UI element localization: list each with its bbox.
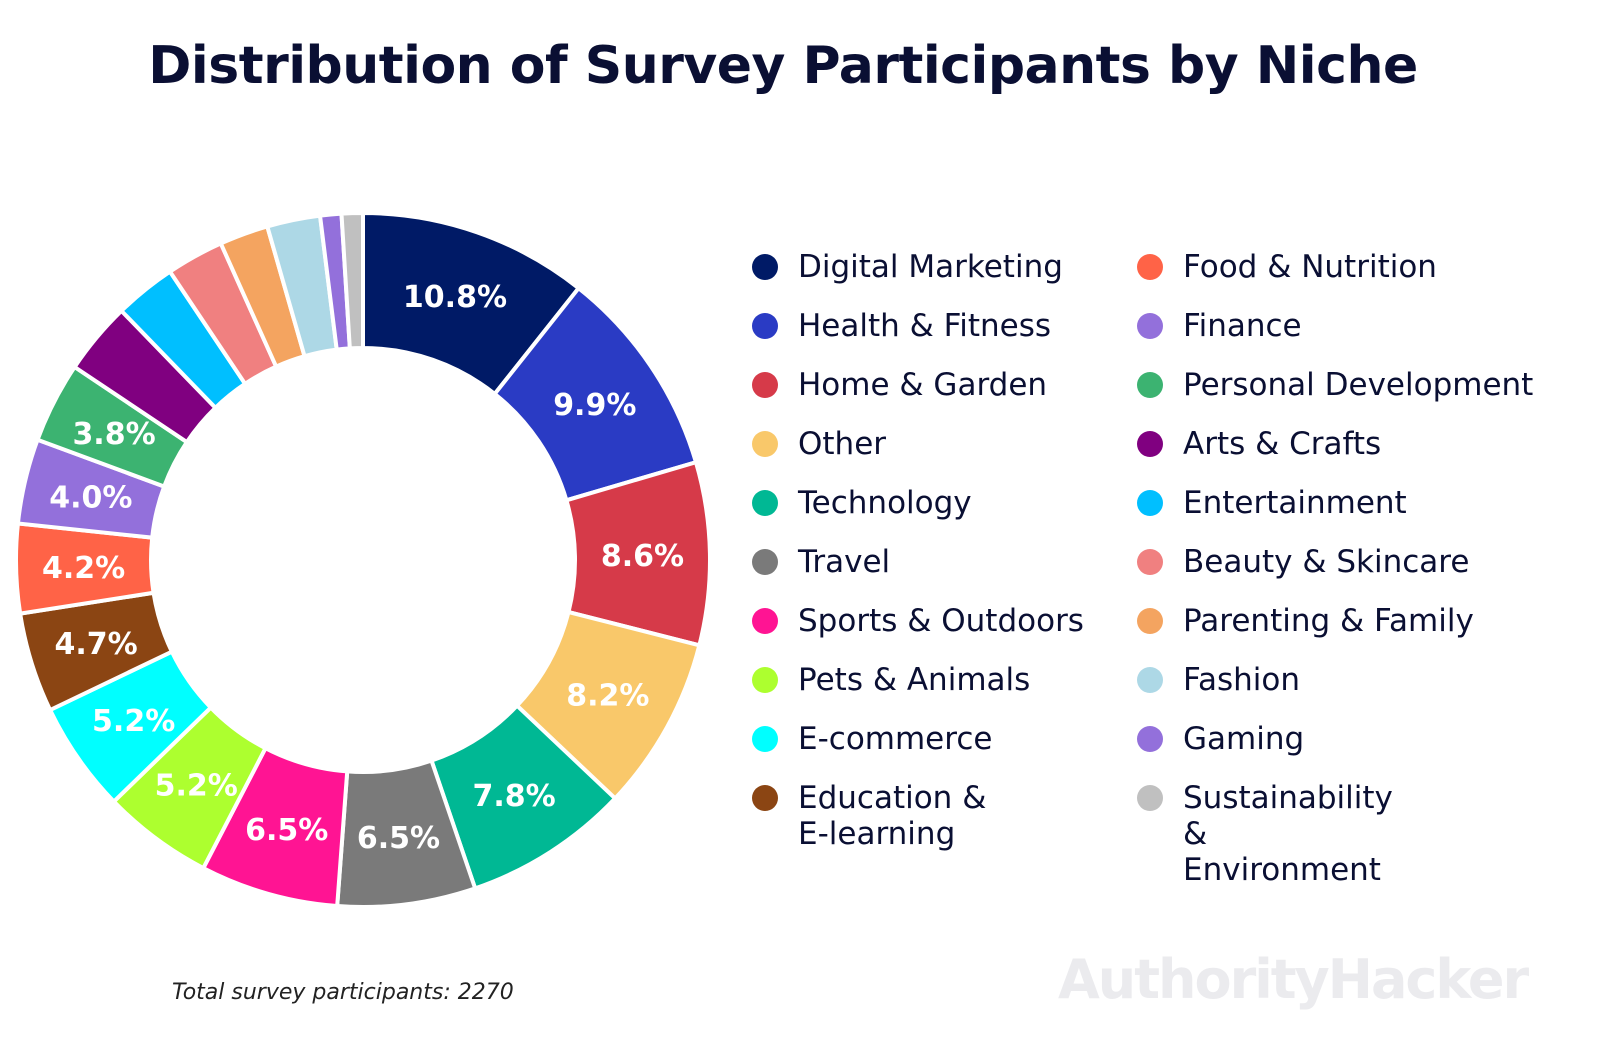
legend-item: Finance xyxy=(1137,299,1533,358)
legend-label: Fashion xyxy=(1183,662,1301,698)
legend-swatch-icon xyxy=(1137,254,1163,280)
legend-item: Home & Garden xyxy=(752,358,1084,417)
legend-item: Digital Marketing xyxy=(752,240,1084,299)
legend-item: Technology xyxy=(752,476,1084,535)
legend-swatch-icon xyxy=(1137,667,1163,693)
legend-swatch-icon xyxy=(1137,490,1163,516)
legend-swatch-icon xyxy=(1137,313,1163,339)
legend-swatch-icon xyxy=(1137,608,1163,634)
legend-label: Home & Garden xyxy=(798,367,1048,403)
legend-column-2: Food & Nutrition Finance Personal Developm… xyxy=(1137,240,1533,888)
legend-label: Gaming xyxy=(1183,721,1305,757)
legend-swatch-icon xyxy=(752,431,778,457)
legend-swatch-icon xyxy=(752,313,778,339)
brand-watermark: AuthorityHacker xyxy=(1058,948,1529,1011)
legend-label: Food & Nutrition xyxy=(1183,249,1437,285)
legend-label: Other xyxy=(798,426,887,462)
legend-item: Arts & Crafts xyxy=(1137,417,1533,476)
data-label: 8.6% xyxy=(601,539,684,574)
legend-swatch-icon xyxy=(752,667,778,693)
legend-swatch-icon xyxy=(1137,726,1163,752)
legend-item: Sports & Outdoors xyxy=(752,594,1084,653)
legend-item: Sustainability & Environment xyxy=(1137,771,1533,888)
chart-title: Distribution of Survey Participants by N… xyxy=(148,36,1418,96)
legend-label: Arts & Crafts xyxy=(1183,426,1382,462)
data-label: 4.2% xyxy=(42,551,125,586)
legend-item: E-commerce xyxy=(752,712,1084,771)
slice-sustainability-environment xyxy=(339,210,365,351)
data-label: 4.0% xyxy=(49,480,132,515)
legend-label: Digital Marketing xyxy=(798,249,1063,285)
legend-label: Travel xyxy=(798,544,891,580)
legend-swatch-icon xyxy=(752,254,778,280)
legend-swatch-icon xyxy=(752,372,778,398)
total-participants-note: Total survey participants: 2270 xyxy=(172,980,514,1005)
legend-item: Personal Development xyxy=(1137,358,1533,417)
data-label: 6.5% xyxy=(357,821,440,856)
legend-swatch-icon xyxy=(1137,549,1163,575)
legend-swatch-icon xyxy=(752,785,778,811)
legend-item: Food & Nutrition xyxy=(1137,240,1533,299)
legend-swatch-icon xyxy=(752,549,778,575)
legend-item: Travel xyxy=(752,535,1084,594)
legend-item: Other xyxy=(752,417,1084,476)
legend-label: Technology xyxy=(798,485,972,521)
legend-label: Pets & Animals xyxy=(798,662,1031,698)
legend-swatch-icon xyxy=(752,608,778,634)
legend-item: Fashion xyxy=(1137,653,1533,712)
data-label: 9.9% xyxy=(553,388,636,423)
legend-item: Beauty & Skincare xyxy=(1137,535,1533,594)
legend-label: Health & Fitness xyxy=(798,308,1052,344)
legend-item: Health & Fitness xyxy=(752,299,1084,358)
legend-label: Sports & Outdoors xyxy=(798,603,1084,639)
legend-swatch-icon xyxy=(1137,785,1163,811)
legend-swatch-icon xyxy=(752,490,778,516)
legend-label: Personal Development xyxy=(1183,367,1534,403)
data-label: 5.2% xyxy=(155,768,238,803)
data-label: 3.8% xyxy=(72,417,155,452)
legend-label: Beauty & Skincare xyxy=(1183,544,1470,580)
data-label: 8.2% xyxy=(566,679,649,714)
legend-item: Education & E-learning xyxy=(752,771,1084,852)
data-label: 4.7% xyxy=(54,627,137,662)
legend-label: Parenting & Family xyxy=(1183,603,1474,639)
data-label: 10.8% xyxy=(403,280,507,315)
legend-column-1: Digital Marketing Health & Fitness Home & … xyxy=(752,240,1084,852)
legend-swatch-icon xyxy=(1137,431,1163,457)
legend-item: Entertainment xyxy=(1137,476,1533,535)
legend-item: Parenting & Family xyxy=(1137,594,1533,653)
legend-label: E-commerce xyxy=(798,721,993,757)
legend-label: Sustainability & Environment xyxy=(1183,780,1393,888)
legend-item: Pets & Animals xyxy=(752,653,1084,712)
donut-chart: 10.8%9.9%8.6%8.2%7.8%6.5%6.5%5.2%5.2%4.7… xyxy=(14,210,712,909)
legend-item: Gaming xyxy=(1137,712,1533,771)
data-label: 6.5% xyxy=(245,813,328,848)
legend-label: Entertainment xyxy=(1183,485,1407,521)
data-label: 5.2% xyxy=(92,704,175,739)
legend-label: Finance xyxy=(1183,308,1302,344)
legend-swatch-icon xyxy=(1137,372,1163,398)
legend-label: Education & E-learning xyxy=(798,780,987,852)
data-label: 7.8% xyxy=(473,779,556,814)
legend-swatch-icon xyxy=(752,726,778,752)
